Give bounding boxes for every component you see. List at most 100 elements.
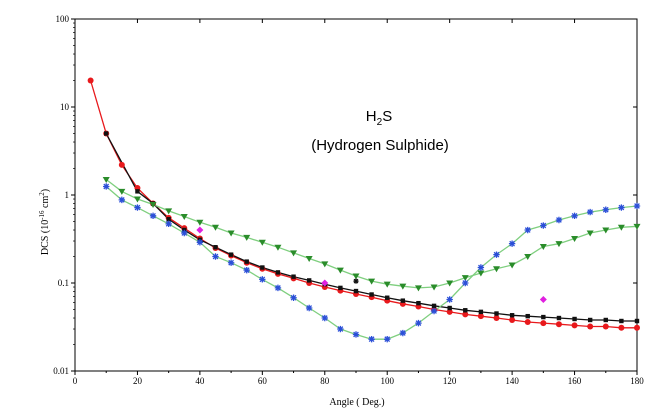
series-1-point	[619, 318, 624, 324]
series-0-point	[462, 311, 469, 318]
series-2-point	[586, 230, 594, 237]
x-tick-label: 40	[195, 376, 205, 386]
x-tick-label: 140	[505, 376, 519, 386]
series-1-point	[166, 217, 171, 222]
series-0-point	[618, 324, 625, 331]
series-2-point	[602, 227, 610, 234]
series-1-point	[431, 303, 437, 309]
series-3-point	[586, 208, 594, 216]
x-tick-label: 20	[133, 376, 143, 386]
x-tick-label: 60	[258, 376, 268, 386]
series-3-point	[415, 319, 422, 327]
series-1-point	[135, 189, 140, 194]
series-1-point	[463, 308, 468, 313]
series-3-point	[181, 229, 188, 237]
series-line-0	[89, 80, 637, 329]
series-1-point	[275, 270, 281, 275]
x-tick-label: 180	[630, 376, 644, 386]
annotation-compound-name: (Hydrogen Sulphide)	[311, 137, 449, 154]
series-2-point	[383, 281, 391, 288]
series-0-point	[587, 323, 594, 330]
series-1-point	[572, 316, 577, 322]
series-3-point	[352, 331, 360, 338]
series-2-point	[399, 283, 407, 290]
series-2-point	[446, 280, 454, 287]
series-3-point	[368, 335, 375, 343]
series-3-point	[477, 264, 485, 271]
series-2-point	[258, 239, 266, 246]
y-axis-label: DCS (10-16 cm2)	[38, 189, 51, 255]
x-tick-label: 80	[320, 376, 330, 386]
series-1-point	[634, 318, 640, 324]
series-0-point	[477, 313, 484, 320]
y-axis-label-exp2: 2	[38, 192, 46, 196]
series-0-point	[555, 321, 562, 328]
series-2-point	[508, 262, 516, 269]
series-2-point	[352, 273, 360, 280]
series-2-point	[321, 261, 329, 268]
series-3-point	[493, 251, 500, 258]
series-3-point	[555, 216, 563, 224]
series-3-point	[399, 329, 407, 337]
series-3-point	[337, 325, 344, 333]
series-2-point	[555, 241, 563, 248]
y-tick-label: 10	[60, 102, 70, 112]
series-2-point	[336, 267, 344, 274]
y-axis-label-main: DCS (10	[40, 220, 51, 255]
series-3-point	[430, 307, 438, 315]
series-2-point	[430, 284, 438, 291]
series-2-point	[461, 275, 469, 282]
series-3-point	[508, 240, 516, 247]
series-2-point	[305, 255, 313, 262]
series-3-point	[462, 279, 469, 287]
series-3-point	[618, 204, 625, 211]
series-2-point	[243, 234, 251, 241]
series-1-point	[587, 317, 593, 323]
series-3-point	[384, 335, 391, 343]
series-0-point	[509, 316, 516, 323]
series-0-point	[540, 320, 547, 327]
series-1-point	[447, 305, 452, 311]
series-1-point	[291, 274, 296, 279]
series-3-point	[243, 266, 250, 274]
series-1-point	[556, 315, 562, 321]
y-axis-label-mid: cm	[40, 196, 51, 211]
series-3-point	[259, 276, 266, 283]
series-1-point	[260, 265, 265, 270]
series-1-point	[416, 300, 421, 306]
series-1-point	[213, 245, 218, 250]
markers-layer	[87, 77, 641, 343]
series-1-point	[603, 317, 608, 323]
y-tick-label: 0.01	[53, 366, 69, 376]
y-axis-label-end: )	[40, 189, 51, 192]
series-2-point	[477, 270, 485, 277]
series-1-point	[369, 292, 374, 297]
series-2-point	[539, 243, 547, 250]
y-tick-label: 1	[65, 190, 70, 200]
y-tick-label: 0.1	[58, 278, 69, 288]
series-3-point	[103, 183, 110, 190]
series-3-point	[602, 206, 609, 213]
series-2-point	[212, 224, 219, 231]
series-2-point	[414, 285, 422, 292]
series-0-point	[446, 308, 453, 315]
y-tick-label: 100	[56, 14, 70, 24]
series-1-point	[525, 313, 530, 319]
series-1-point	[494, 311, 499, 316]
series-5-point	[353, 278, 359, 284]
series-0-point	[602, 323, 609, 330]
series-3-point	[165, 220, 172, 228]
series-3-point	[134, 204, 141, 211]
series-3-point	[524, 226, 531, 234]
series-3-point	[227, 259, 235, 266]
series-3-point	[290, 294, 297, 301]
series-line-1	[105, 133, 637, 322]
series-4-point	[321, 279, 329, 287]
series-3-point	[212, 253, 219, 260]
series-1-point	[244, 259, 249, 264]
series-2-point	[493, 266, 500, 273]
series-0-point	[524, 319, 531, 326]
series-3-point	[305, 304, 313, 312]
x-tick-label: 160	[568, 376, 582, 386]
